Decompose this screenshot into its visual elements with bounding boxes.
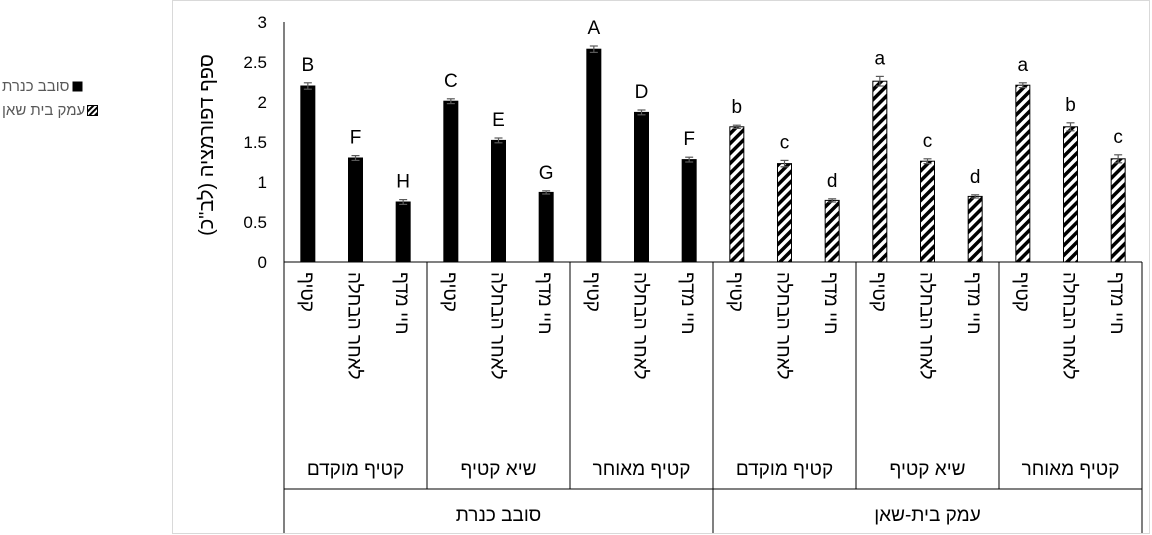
significance-letter: d [970,167,981,188]
bar [872,80,888,263]
significance-letter: A [587,18,600,39]
y-tick-label: 2 [258,93,267,112]
bar [634,111,649,263]
category-label: קטיף [1011,272,1032,312]
bar [967,195,983,263]
significance-letter: H [396,172,410,193]
category-label: קטיף [296,272,317,312]
category-label: חיי מדף [820,272,841,335]
bar [681,159,697,263]
chart-frame [172,0,1150,534]
bar [824,199,840,263]
bar [1063,126,1078,263]
bar [491,139,506,263]
legend-label: סובב כנרת [2,78,70,95]
category-label: קטיף [868,272,889,312]
legend-item-emek-beit-shean: עמק בית שאן [2,102,99,119]
significance-letter: c [1113,127,1123,148]
group-label: שיא קטיף [460,459,536,480]
significance-letter: d [827,171,838,192]
significance-letter: F [350,128,362,149]
bar [1015,84,1031,263]
category-label: חיי מדף [1106,272,1127,335]
category-label: לאחר הבחלה [630,272,651,380]
bar [348,157,363,263]
significance-letter: a [875,48,886,69]
bar [729,126,745,263]
significance-letter: a [1018,55,1029,76]
y-tick-label: 2.5 [243,53,267,72]
bar [1110,158,1126,263]
significance-letter: C [444,71,458,92]
group-label: קטיף מוקדם [307,459,404,480]
bar [300,85,316,263]
significance-letter: D [635,82,649,103]
significance-letter: c [923,131,933,152]
group-label: קטיף מוקדם [736,459,833,480]
y-tick-label: 1 [258,173,267,192]
legend-item-sovev-kineret: סובב כנרת [2,78,83,95]
significance-letter: F [683,129,695,150]
region-label: עמק בית-שאן [874,505,981,526]
y-tick-label: 3 [258,13,267,32]
bar [538,191,554,263]
category-label: לאחר הבחלה [916,272,937,380]
category-label: קטיף [725,272,746,312]
category-label: קטיף [582,272,603,312]
significance-letter: c [780,132,790,153]
significance-letter: G [539,163,554,184]
bar [586,48,602,263]
category-label: חיי מדף [534,272,555,335]
solid-swatch-icon [72,81,82,92]
bar [920,160,935,263]
category-label: לאחר הבחלה [1059,272,1080,380]
category-label: קטיף [439,272,460,312]
group-label: שיא קטיף [889,459,965,480]
bar [777,163,792,263]
group-label: קטיף מאוחר [1022,459,1120,480]
bar [395,201,411,263]
significance-letter: b [732,97,743,118]
striped-swatch-icon [87,105,99,116]
category-label: לאחר הבחלה [773,272,794,380]
category-label: חיי מדף [391,272,412,335]
group-label: קטיף מאוחר [593,459,691,480]
region-label: סובב כנרת [456,505,541,526]
significance-letter: E [492,110,505,131]
y-tick-label: 0 [258,253,267,272]
category-label: חיי מדף [677,272,698,335]
category-label: לאחר הבחלה [487,272,508,380]
category-label: לאחר הבחלה [344,272,365,380]
category-label: חיי מדף [963,272,984,335]
y-tick-label: 0.5 [243,213,267,232]
y-axis-title: ספף דפורמציה (לב"כ) [196,54,218,236]
legend-label: עמק בית שאן [2,102,86,119]
y-tick-label: 1.5 [243,133,267,152]
significance-letter: b [1065,95,1076,116]
bar [443,100,459,263]
significance-letter: B [301,55,314,76]
